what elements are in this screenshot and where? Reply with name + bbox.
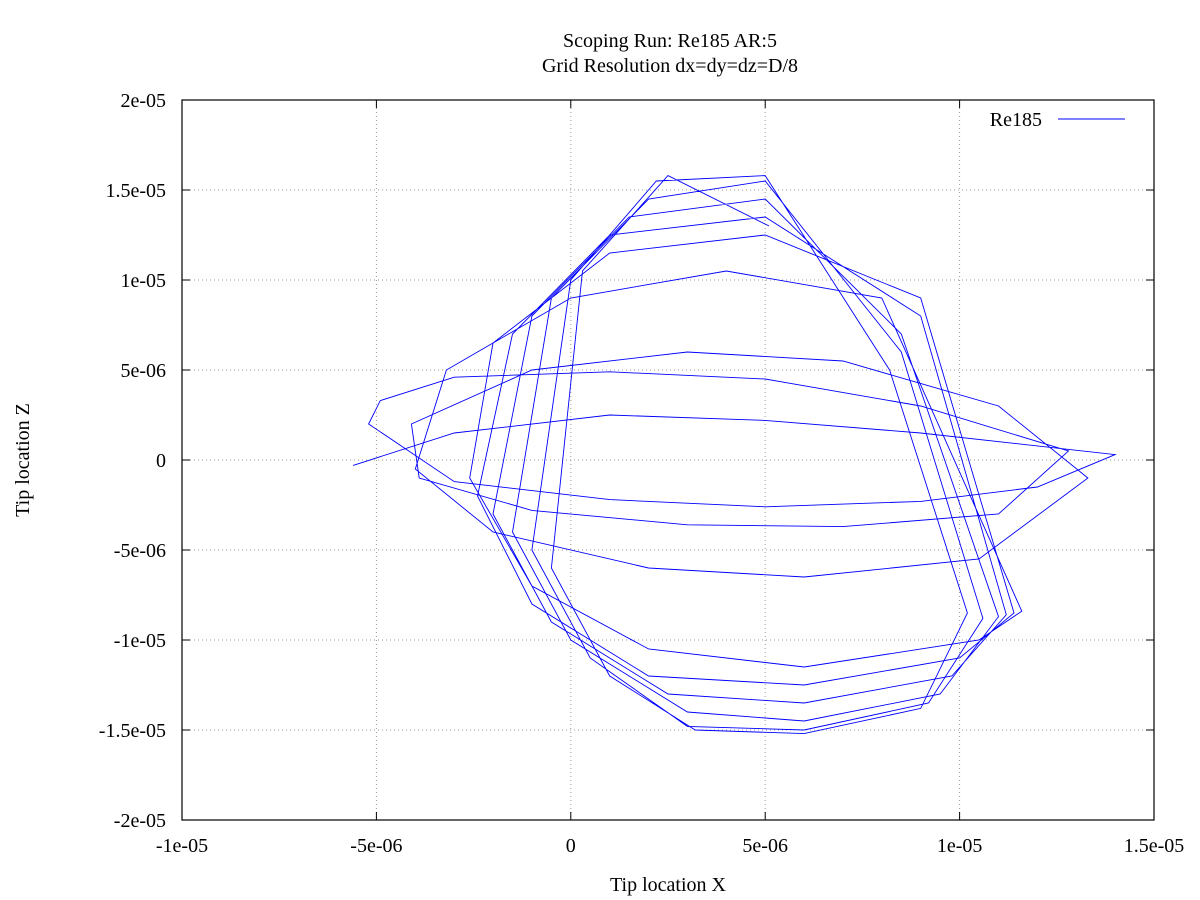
y-tick-label: 1.5e-05 — [105, 180, 166, 202]
y-tick-label: 1e-05 — [120, 270, 166, 292]
y-tick-label: 2e-05 — [120, 90, 166, 112]
x-tick-label: 0 — [566, 835, 576, 857]
y-tick-label: -5e-06 — [114, 540, 166, 562]
y-tick-label: 0 — [156, 450, 166, 472]
chart-title: Scoping Run: Re185 AR:5 — [563, 30, 777, 52]
x-tick-label: 1e-05 — [937, 835, 983, 857]
x-tick-label: -5e-06 — [350, 835, 402, 857]
legend-label-re185: Re185 — [990, 109, 1042, 131]
y-axis-label: Tip location Z — [12, 403, 34, 517]
x-axis-label: Tip location X — [610, 874, 726, 896]
y-tick-label: -2e-05 — [114, 810, 166, 832]
x-tick-label: 1.5e-05 — [1124, 835, 1185, 857]
axis-ticks — [181, 99, 1155, 821]
series-layer — [352, 175, 1117, 735]
legend: Re185 — [990, 109, 1125, 131]
x-tick-label: 5e-06 — [742, 835, 788, 857]
axis-tick-labels: -1e-05 -5e-06 0 5e-06 1e-05 1.5e-05 -2e-05 -1.5… — [99, 90, 1184, 857]
y-tick-label: -1e-05 — [114, 630, 166, 652]
series-line-re185 — [352, 175, 1117, 735]
y-tick-label: 5e-06 — [120, 360, 166, 382]
plot-frame — [181, 99, 1155, 821]
x-tick-label: -1e-05 — [156, 835, 208, 857]
chart-subtitle: Grid Resolution dx=dy=dz=D/8 — [542, 55, 798, 77]
y-tick-label: -1.5e-05 — [99, 720, 166, 742]
grid — [182, 100, 1154, 820]
